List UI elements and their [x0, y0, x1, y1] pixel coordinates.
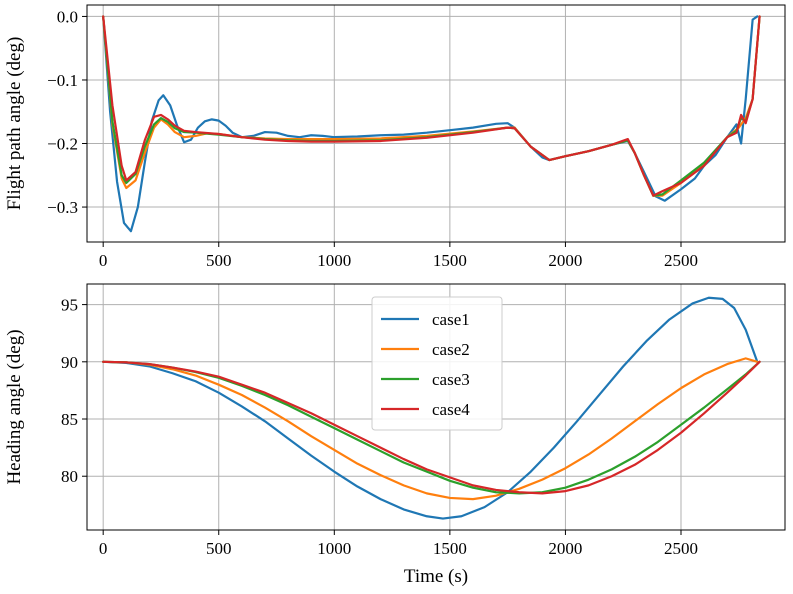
- legend-label-case1: case1: [432, 310, 470, 329]
- x-tick-label: 2500: [664, 251, 698, 270]
- legend: case1 case2 case3 case4: [371, 296, 503, 431]
- x-axis-label: Time (s): [404, 566, 468, 587]
- y-axis-label: Flight path angle (deg): [4, 37, 25, 211]
- x-tick-label: 2000: [548, 251, 582, 270]
- series-line-case1: [102, 296, 759, 520]
- plot-frame: [86, 283, 786, 531]
- y-tick-label: 80: [61, 467, 78, 486]
- legend-label-case2: case2: [432, 340, 470, 359]
- y-tick-label: 0.0: [57, 7, 78, 26]
- legend-box: [371, 296, 503, 431]
- series-group: [102, 296, 761, 520]
- x-tick-label: 500: [206, 539, 232, 558]
- series-line-case2: [102, 357, 759, 501]
- heading-angle-panel: 0 500 1000 1500 2000 2500 80 85 90 95 Heading angl…: [4, 283, 786, 587]
- series-line-case4: [102, 15, 761, 197]
- flight-path-angle-panel: 0 500 1000 1500 2000 2500 0.0 −0.1 −0.2 −0.3 Fligh…: [4, 4, 786, 270]
- plot-frame: [86, 4, 786, 243]
- x-tick-label: 1500: [433, 539, 467, 558]
- series-line-case4: [102, 360, 761, 495]
- y-tick-label: −0.1: [47, 71, 78, 90]
- series-group: [102, 15, 761, 233]
- x-tick-label: 1000: [317, 251, 351, 270]
- y-axis-label: Heading angle (deg): [4, 329, 25, 484]
- y-tick-label: 90: [61, 353, 78, 372]
- y-tick-label: 95: [61, 296, 78, 315]
- series-line-case2: [102, 15, 761, 197]
- y-tick-label: −0.3: [47, 198, 78, 217]
- x-tick-label: 1500: [433, 251, 467, 270]
- x-tick-label: 500: [206, 251, 232, 270]
- x-tick-label: 0: [99, 539, 108, 558]
- series-line-case3: [102, 15, 761, 197]
- y-tick-label: 85: [61, 410, 78, 429]
- legend-label-case4: case4: [432, 400, 470, 419]
- x-tick-label: 1000: [317, 539, 351, 558]
- series-line-case1: [102, 15, 759, 233]
- x-tick-label: 2000: [548, 539, 582, 558]
- y-tick-label: −0.2: [47, 135, 78, 154]
- x-tick-label: 0: [99, 251, 108, 270]
- x-tick-label: 2500: [664, 539, 698, 558]
- legend-label-case3: case3: [432, 370, 470, 389]
